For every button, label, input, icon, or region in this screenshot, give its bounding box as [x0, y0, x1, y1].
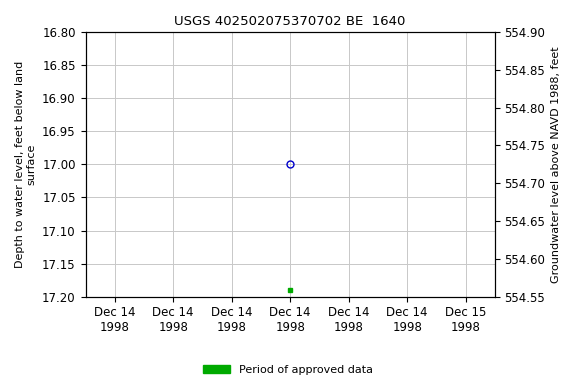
Title: USGS 402502075370702 BE  1640: USGS 402502075370702 BE 1640 [175, 15, 406, 28]
Legend: Period of approved data: Period of approved data [199, 362, 377, 379]
Y-axis label: Groundwater level above NAVD 1988, feet: Groundwater level above NAVD 1988, feet [551, 46, 561, 283]
Y-axis label: Depth to water level, feet below land
surface: Depth to water level, feet below land su… [15, 61, 37, 268]
